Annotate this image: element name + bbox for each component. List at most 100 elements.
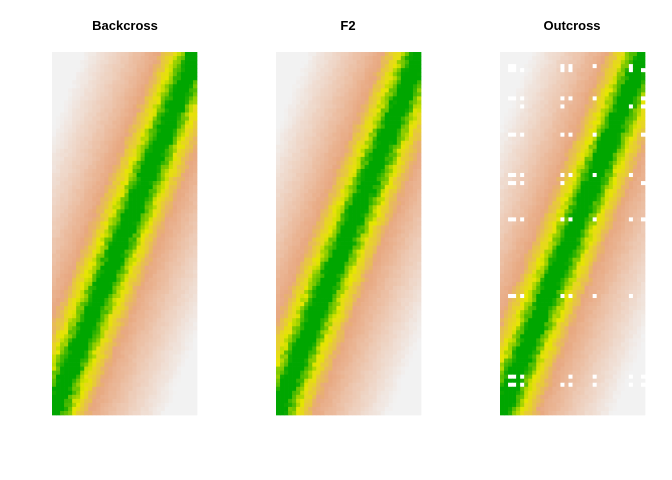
heatmap-cell [320, 96, 325, 101]
heatmap-cell [404, 152, 410, 158]
heatmap-cell [112, 128, 117, 134]
heatmap-cell [280, 80, 285, 85]
heatmap-cell [324, 245, 329, 250]
heatmap-cell [340, 205, 345, 210]
heatmap-cell [64, 326, 69, 331]
heatmap-cell [136, 362, 141, 367]
heatmap-cell [108, 128, 113, 134]
heatmap-cell [52, 225, 57, 230]
heatmap-cell [396, 96, 402, 101]
heatmap-cell [404, 181, 410, 186]
heatmap-cell [312, 168, 317, 174]
heatmap-cell [388, 160, 394, 166]
heatmap-cell [76, 88, 81, 93]
heatmap-cell [84, 68, 89, 73]
heatmap-cell [160, 390, 166, 396]
heatmap-cell [116, 410, 121, 416]
heatmap-cell [116, 96, 121, 101]
heatmap-cell [284, 52, 289, 57]
heatmap-cell [128, 390, 133, 396]
heatmap-cell [328, 229, 333, 234]
heatmap-cell [108, 237, 113, 242]
heatmap-cell [124, 245, 129, 250]
heatmap-cell [300, 181, 305, 186]
heatmap-cell [128, 330, 133, 335]
heatmap-cell [112, 394, 117, 400]
heatmap-cell [104, 152, 109, 158]
heatmap-cell [112, 181, 117, 186]
heatmap-cell [140, 294, 145, 299]
heatmap-cell [308, 112, 313, 117]
heatmap-cell [140, 302, 145, 307]
heatmap-cell [148, 366, 154, 371]
heatmap-cell [128, 289, 133, 295]
heatmap-cell [320, 164, 325, 170]
heatmap-cell [148, 64, 154, 69]
heatmap-cell [108, 410, 113, 416]
heatmap-cell [148, 382, 154, 388]
heatmap-cell [172, 253, 178, 259]
heatmap-cell [108, 197, 113, 202]
heatmap-cell [96, 140, 101, 146]
heatmap-cell [120, 193, 125, 198]
heatmap-cell [92, 394, 97, 400]
heatmap-cell [368, 181, 374, 186]
heatmap-cell [128, 354, 133, 359]
heatmap-cell [84, 346, 89, 351]
heatmap-cell [148, 350, 154, 355]
heatmap-cell [108, 217, 113, 222]
heatmap-cell [100, 96, 105, 101]
heatmap-cell [192, 80, 198, 85]
heatmap-cell [368, 173, 374, 178]
heatmap-cell [88, 294, 93, 299]
heatmap-cell [144, 189, 150, 194]
heatmap-cell [172, 229, 178, 234]
heatmap-cell [376, 168, 382, 174]
heatmap-cell [280, 205, 285, 210]
panel-backcross: Backcross [52, 18, 198, 416]
heatmap-cell [112, 269, 117, 275]
heatmap-cell [112, 362, 117, 367]
heatmap-cell [140, 76, 145, 81]
heatmap-cell [176, 76, 182, 81]
heatmap-cell [132, 269, 137, 275]
heatmap-cell [84, 314, 89, 319]
heatmap-cell [324, 213, 329, 218]
heatmap-cell [412, 229, 418, 234]
heatmap-cell [280, 193, 285, 198]
heatmap-cell [184, 245, 190, 250]
heatmap-cell [360, 233, 365, 238]
heatmap-cell [164, 229, 170, 234]
heatmap-cell [88, 144, 93, 150]
heatmap-cell [112, 390, 117, 396]
heatmap-cell [188, 245, 194, 250]
heatmap-cell [128, 229, 133, 234]
heatmap-cell [388, 136, 394, 142]
heatmap-cell [60, 257, 65, 263]
heatmap-cell [152, 56, 158, 61]
heatmap-cell [320, 132, 325, 138]
heatmap-cell [76, 310, 81, 315]
heatmap-cell [56, 68, 61, 73]
heatmap-cell [84, 177, 89, 182]
heatmap-cell [112, 160, 117, 166]
heatmap-cell [356, 124, 361, 129]
heatmap-cell [80, 197, 85, 202]
heatmap-cell [280, 136, 285, 142]
heatmap-cell [120, 350, 125, 355]
heatmap-cell [328, 116, 333, 121]
heatmap-cell [152, 92, 158, 97]
heatmap-cell [312, 181, 317, 186]
heatmap-cell [56, 245, 61, 250]
heatmap-cell [128, 314, 133, 319]
heatmap-cell [408, 140, 414, 146]
heatmap-cell [328, 60, 333, 65]
heatmap-cell [168, 60, 174, 65]
heatmap-cell [168, 100, 174, 105]
heatmap-cell [192, 64, 198, 69]
heatmap-cell [352, 92, 357, 97]
heatmap-cell [104, 132, 109, 138]
heatmap-cell [100, 173, 105, 178]
heatmap-cell [96, 233, 101, 238]
heatmap-cell [132, 398, 137, 404]
